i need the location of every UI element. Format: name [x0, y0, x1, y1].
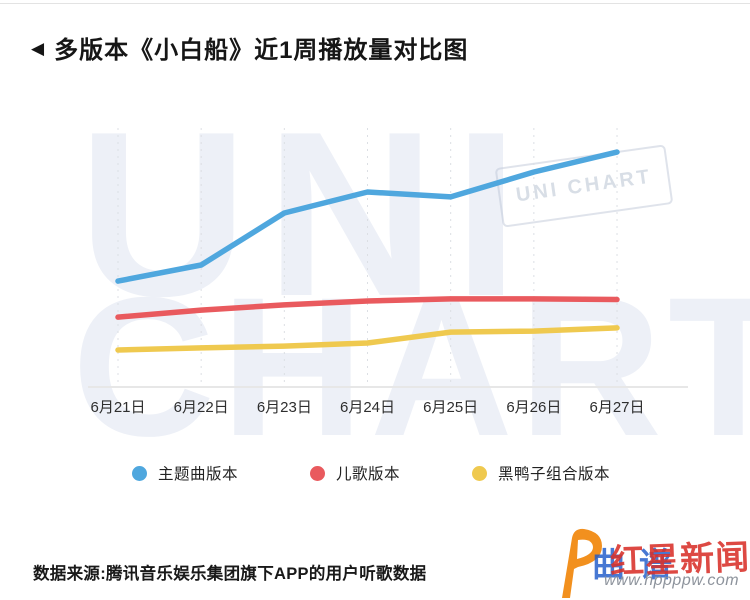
- legend-label: 儿歌版本: [336, 466, 401, 483]
- background-watermark-uni: UNI: [78, 82, 537, 345]
- x-axis-label: 6月26日: [506, 399, 562, 416]
- x-axis-label: 6月24日: [339, 399, 396, 416]
- legend-dot-blue: [132, 465, 147, 481]
- series-line-0: [115, 149, 620, 284]
- legend-dot-red: [310, 465, 326, 481]
- page-title: 多版本《小白船》近1周播放量对比图: [54, 37, 469, 64]
- x-axis-label: 6月27日: [589, 399, 645, 416]
- legend-label: 黑鸭子组合版本: [498, 466, 611, 483]
- x-axis-label: 6月21日: [90, 399, 146, 416]
- header: ◀ 多版本《小白船》近1周播放量对比图: [31, 30, 468, 65]
- legend-label: 主题曲版本: [158, 466, 239, 483]
- x-axis-label: 6月22日: [173, 399, 229, 416]
- legend-item-nursery-rhyme-version: 儿歌版本: [310, 462, 400, 484]
- series-line-2: [115, 325, 620, 353]
- legend: 主题曲版本 儿歌版本 黑鸭子组合版本: [132, 462, 610, 484]
- data-source-note: 数据来源:腾讯音乐娱乐集团旗下APP的用户听歌数据: [33, 565, 427, 583]
- legend-dot-yellow: [472, 465, 488, 481]
- legend-item-theme-song-version: 主题曲版本: [132, 462, 238, 484]
- logo-blue-text: 曲谱: [592, 546, 686, 583]
- series-line-1: [115, 296, 620, 320]
- logo-url: www.hppppw.com: [604, 572, 740, 589]
- x-axis-label: 6月25日: [423, 399, 479, 416]
- logo-p-icon: [562, 528, 602, 598]
- top-divider: [0, 3, 750, 4]
- legend-item-heiyazi-group-version: 黑鸭子组合版本: [472, 462, 610, 484]
- title-marker-icon: ◀: [31, 39, 45, 58]
- site-logo-watermark: 曲谱 红星新闻 www.hppppw.com: [552, 526, 750, 598]
- x-axis-label: 6月23日: [256, 399, 312, 416]
